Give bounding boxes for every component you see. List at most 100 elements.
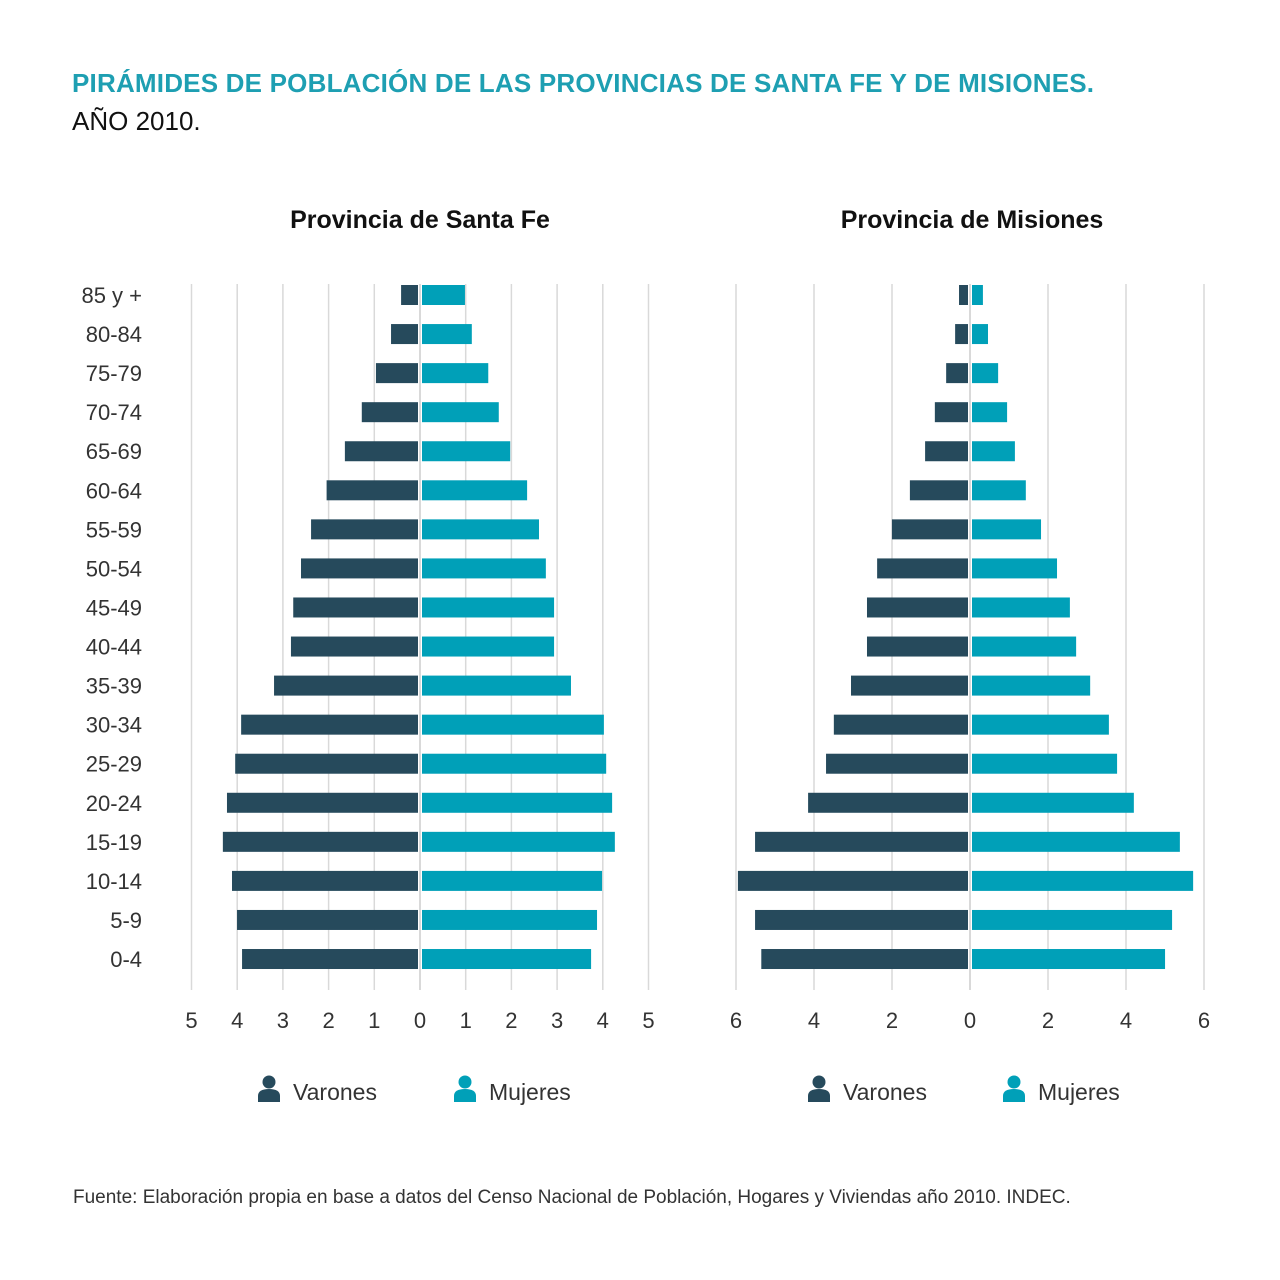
person-icon bbox=[258, 1075, 280, 1102]
bar-female bbox=[422, 324, 472, 345]
bar-male bbox=[761, 949, 968, 970]
bar-female bbox=[422, 441, 511, 462]
x-tick-label: 6 bbox=[730, 1008, 742, 1033]
bar-male bbox=[826, 753, 968, 774]
age-group-label: 5-9 bbox=[110, 908, 142, 933]
x-tick-label: 0 bbox=[964, 1008, 976, 1033]
x-tick-label: 3 bbox=[277, 1008, 289, 1033]
bar-male bbox=[237, 909, 418, 930]
age-group-label: 60-64 bbox=[86, 478, 142, 503]
bar-male bbox=[222, 831, 418, 852]
bar-male bbox=[877, 558, 968, 579]
age-group-label: 10-14 bbox=[86, 869, 142, 894]
bar-female bbox=[422, 402, 499, 423]
bar-male bbox=[925, 441, 968, 462]
bar-female bbox=[422, 753, 607, 774]
bar-female bbox=[422, 636, 555, 657]
bar-male bbox=[290, 636, 418, 657]
bar-female bbox=[972, 324, 988, 345]
age-group-label: 50-54 bbox=[86, 556, 142, 581]
bar-male bbox=[344, 441, 418, 462]
bar-female bbox=[422, 909, 598, 930]
age-group-label: 30-34 bbox=[86, 713, 142, 738]
x-tick-label: 3 bbox=[551, 1008, 563, 1033]
bar-female bbox=[972, 753, 1118, 774]
x-tick-label: 4 bbox=[1120, 1008, 1132, 1033]
bar-male bbox=[934, 402, 968, 423]
age-group-label: 25-29 bbox=[86, 752, 142, 777]
bar-female bbox=[422, 558, 546, 579]
bar-male bbox=[241, 714, 418, 735]
chart-subtitle: AÑO 2010. bbox=[72, 106, 201, 136]
bar-female bbox=[972, 597, 1070, 618]
bar-female bbox=[972, 949, 1166, 970]
bar-male bbox=[226, 792, 418, 813]
bar-female bbox=[422, 285, 465, 305]
x-tick-label: 2 bbox=[886, 1008, 898, 1033]
bar-female bbox=[972, 675, 1091, 696]
x-tick-label: 2 bbox=[1042, 1008, 1054, 1033]
legend-male-label: Varones bbox=[843, 1079, 927, 1105]
bar-female bbox=[422, 597, 555, 618]
bar-female bbox=[422, 519, 539, 540]
bar-female bbox=[422, 480, 528, 501]
age-group-label: 75-79 bbox=[86, 361, 142, 386]
bar-male bbox=[311, 519, 418, 540]
bar-male bbox=[737, 870, 968, 891]
bar-male bbox=[808, 792, 968, 813]
panel-title: Provincia de Misiones bbox=[841, 206, 1104, 234]
bar-female bbox=[972, 480, 1026, 501]
legend-female-label: Mujeres bbox=[489, 1079, 571, 1105]
person-icon bbox=[454, 1075, 476, 1102]
age-group-label: 80-84 bbox=[86, 322, 142, 347]
age-group-label: 0-4 bbox=[110, 947, 142, 972]
bar-male bbox=[274, 675, 418, 696]
bar-male bbox=[401, 285, 418, 305]
bar-female bbox=[972, 909, 1173, 930]
age-group-label: 15-19 bbox=[86, 830, 142, 855]
person-icon bbox=[1003, 1075, 1025, 1102]
bar-female bbox=[972, 402, 1008, 423]
bar-male bbox=[909, 480, 968, 501]
age-group-label: 65-69 bbox=[86, 439, 142, 464]
x-tick-label: 0 bbox=[414, 1008, 426, 1033]
age-group-label: 70-74 bbox=[86, 400, 142, 425]
age-group-label: 85 y + bbox=[81, 283, 142, 308]
bar-female bbox=[422, 949, 592, 970]
bar-male bbox=[326, 480, 418, 501]
bar-female bbox=[972, 792, 1134, 813]
bar-female bbox=[422, 870, 603, 891]
bar-male bbox=[851, 675, 968, 696]
bar-female bbox=[972, 636, 1077, 657]
legend-female-label: Mujeres bbox=[1038, 1079, 1120, 1105]
bar-female bbox=[422, 363, 489, 384]
bar-male bbox=[232, 870, 418, 891]
bar-male bbox=[391, 324, 418, 345]
bar-male bbox=[833, 714, 968, 735]
x-tick-label: 4 bbox=[597, 1008, 609, 1033]
x-tick-label: 2 bbox=[505, 1008, 517, 1033]
bar-male bbox=[755, 831, 968, 852]
x-tick-label: 2 bbox=[322, 1008, 334, 1033]
bar-male bbox=[755, 909, 968, 930]
x-tick-label: 1 bbox=[368, 1008, 380, 1033]
chart-title: PIRÁMIDES DE POBLACIÓN DE LAS PROVINCIAS… bbox=[72, 68, 1095, 98]
person-icon bbox=[808, 1075, 830, 1102]
bar-female bbox=[972, 363, 999, 384]
bar-male bbox=[301, 558, 418, 579]
bar-female bbox=[972, 870, 1194, 891]
bar-female bbox=[422, 792, 613, 813]
age-group-label: 35-39 bbox=[86, 674, 142, 699]
bar-female bbox=[972, 441, 1015, 462]
age-group-label: 40-44 bbox=[86, 635, 142, 660]
bar-male bbox=[946, 363, 968, 384]
age-group-label: 55-59 bbox=[86, 517, 142, 542]
bar-male bbox=[361, 402, 418, 423]
bar-male bbox=[375, 363, 418, 384]
age-group-label: 45-49 bbox=[86, 595, 142, 620]
bar-male bbox=[242, 949, 418, 970]
x-tick-label: 4 bbox=[231, 1008, 243, 1033]
bar-female bbox=[972, 519, 1042, 540]
x-tick-label: 5 bbox=[185, 1008, 197, 1033]
